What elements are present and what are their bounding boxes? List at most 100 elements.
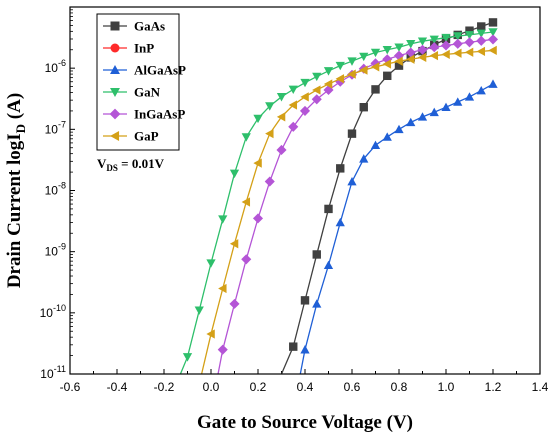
data-point-gan (406, 40, 416, 49)
data-point-gap (406, 54, 415, 64)
legend-label: AlGaAsP (134, 63, 186, 78)
data-point-gap (276, 112, 286, 122)
data-point-gaas (394, 61, 404, 70)
data-point-gan (335, 61, 345, 71)
data-point-gap (382, 59, 392, 69)
series-gap (200, 45, 497, 375)
legend-label: InP (134, 41, 154, 56)
legend-label: GaAs (134, 19, 165, 34)
data-point-ingaasp (440, 40, 452, 51)
data-point-gap (288, 100, 298, 110)
data-point-gaas (336, 164, 345, 173)
legend-marker (110, 87, 120, 97)
x-tick-label: -0.6 (60, 380, 81, 394)
data-point-ingaasp (311, 94, 322, 105)
data-point-algaasp (476, 85, 486, 95)
data-point-gan (312, 72, 322, 82)
y-axis-title-main: Drain Current logI (4, 133, 25, 288)
data-point-gan (429, 35, 439, 45)
y-tick-label: 10-11 (40, 364, 66, 381)
y-axis-title: Drain Current logID (A) (4, 93, 28, 288)
legend-label: GaP (134, 129, 159, 144)
x-tick-label: 0.0 (203, 380, 220, 394)
data-point-algaasp (382, 132, 392, 141)
data-point-gap (206, 329, 215, 339)
data-point-ingaasp (487, 34, 499, 45)
data-point-gan (476, 29, 486, 39)
data-point-gan (229, 169, 240, 179)
data-point-gan (359, 52, 369, 62)
data-point-gap (335, 74, 345, 84)
x-tick-label: 1.0 (438, 380, 455, 394)
data-point-gan (241, 133, 251, 142)
data-point-gan (382, 45, 392, 55)
series-gan (179, 28, 498, 375)
data-point-ingaasp (393, 50, 405, 61)
data-point-algaasp (429, 107, 439, 117)
data-point-gap (464, 47, 474, 57)
data-point-algaasp (370, 140, 381, 149)
data-point-ingaasp (288, 121, 299, 132)
series-line-gan (179, 31, 494, 375)
data-point-gan (347, 57, 357, 66)
x-tick-label: 0.4 (297, 380, 314, 394)
data-point-ingaasp (405, 47, 416, 58)
data-point-gan (182, 353, 193, 362)
data-point-gan (276, 93, 287, 102)
vds-annotation-value: = 0.01V (118, 156, 165, 171)
data-point-ingaasp (299, 105, 311, 116)
series-layer (179, 18, 499, 375)
data-point-ingaasp (429, 42, 440, 53)
series-ingaasp (217, 34, 499, 375)
vds-annotation-subscript: DS (106, 163, 118, 173)
data-point-gap (347, 69, 356, 79)
data-point-ingaasp (241, 254, 252, 265)
vds-annotation-main: V (97, 156, 107, 171)
data-point-gap (488, 45, 497, 56)
legend-item-ingaasp: InGaAsP (103, 107, 185, 122)
data-point-gaas (477, 22, 486, 31)
legend-marker (109, 108, 121, 120)
legend-item-gap: GaP (103, 129, 159, 144)
series-line-ingaasp (217, 38, 494, 375)
data-point-gaas (359, 103, 368, 112)
data-point-algaasp (359, 154, 369, 163)
data-point-gap (370, 62, 380, 72)
data-point-ingaasp (264, 176, 275, 187)
y-tick-label: 10-6 (45, 58, 66, 75)
data-point-gap (253, 158, 262, 168)
data-point-ingaasp (229, 298, 240, 309)
data-point-ingaasp (382, 54, 393, 65)
data-point-gap (229, 239, 239, 249)
data-point-algaasp (335, 217, 345, 227)
data-point-gaas (289, 342, 298, 351)
legend-item-algaasp: AlGaAsP (103, 63, 186, 78)
data-point-gan (206, 259, 216, 268)
legend-marker (110, 43, 120, 53)
series-line-gap (200, 49, 494, 375)
y-axis-title-subscript: D (13, 124, 28, 133)
data-point-algaasp (312, 299, 322, 308)
data-point-gaas (300, 296, 310, 305)
legend-marker (110, 131, 120, 141)
data-point-ingaasp (370, 58, 381, 69)
data-point-gan (265, 102, 275, 111)
y-tick-labels: 10-11 10-10 10-9 10-8 10-7 10-6 (40, 58, 66, 381)
data-point-gaas (371, 85, 380, 94)
data-point-gap (453, 48, 462, 58)
vds-annotation: VDS = 0.01V (97, 156, 165, 173)
data-point-ingaasp (252, 213, 264, 224)
data-point-gan (370, 48, 381, 58)
x-tick-label: 1.4 (532, 380, 549, 394)
series-line-algaasp (299, 83, 494, 375)
data-point-gap (394, 56, 403, 66)
data-point-algaasp (464, 92, 475, 101)
data-point-ingaasp (476, 35, 487, 46)
data-point-gap (218, 283, 227, 294)
data-point-gap (323, 79, 333, 89)
data-point-gan (464, 31, 475, 40)
data-point-gap (441, 49, 450, 60)
data-point-gan (453, 32, 463, 41)
y-tick-label: 10-7 (45, 119, 66, 136)
data-point-gan (488, 28, 498, 37)
